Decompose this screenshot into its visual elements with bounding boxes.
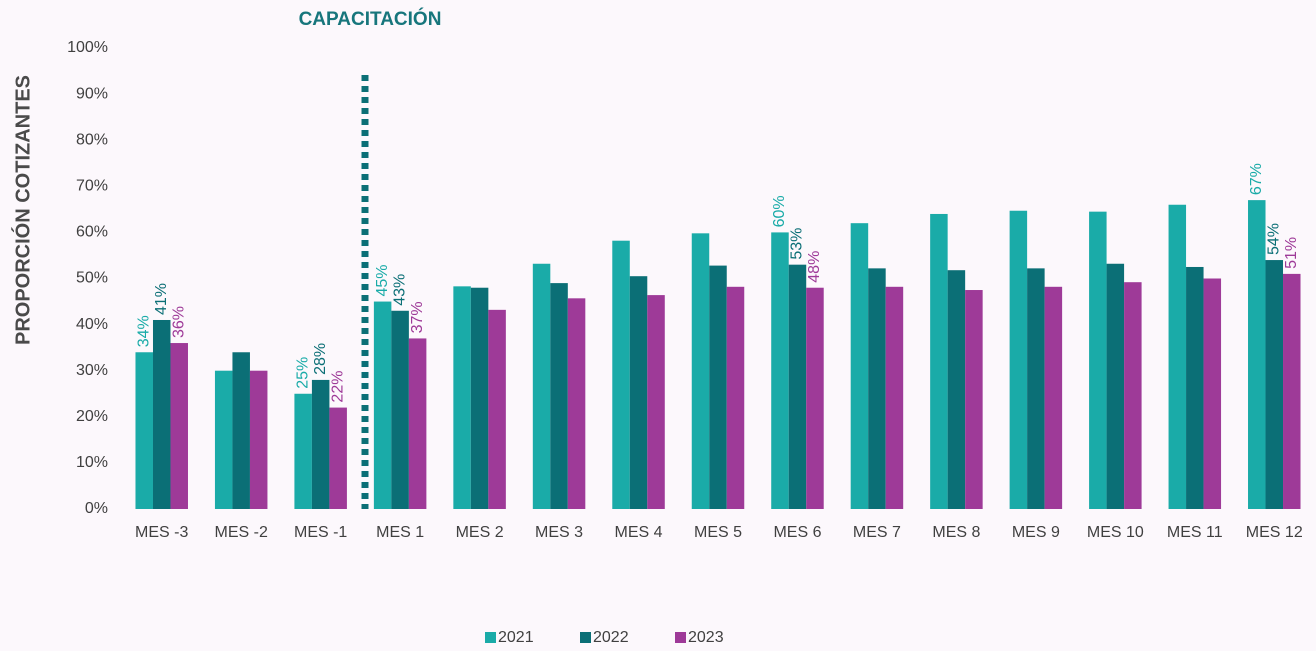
x-tick-label: MES 2 xyxy=(456,524,504,541)
bar xyxy=(1124,282,1142,509)
bar xyxy=(311,379,330,509)
bar xyxy=(214,370,233,509)
bar xyxy=(1027,268,1045,509)
y-tick-label: 100% xyxy=(67,39,108,56)
bar xyxy=(249,370,268,509)
bar xyxy=(232,352,250,509)
bar xyxy=(629,276,648,509)
x-tick-label: MES 3 xyxy=(535,524,583,541)
data-label: 51% xyxy=(1283,237,1300,269)
bar xyxy=(152,319,171,509)
bar xyxy=(1265,260,1284,509)
bar xyxy=(947,270,966,509)
bar xyxy=(408,338,427,509)
data-label: 53% xyxy=(789,228,806,260)
x-tick-label: MES 5 xyxy=(694,524,742,541)
x-tick-label: MES -2 xyxy=(215,524,268,541)
bar xyxy=(567,298,586,509)
y-tick-label: 20% xyxy=(76,408,108,425)
bar xyxy=(788,264,807,509)
legend-label: 2023 xyxy=(688,629,724,646)
bar xyxy=(488,309,506,509)
data-label: 25% xyxy=(294,357,311,389)
bar xyxy=(170,343,188,509)
bar xyxy=(1044,286,1063,509)
x-tick-label: MES 10 xyxy=(1087,524,1144,541)
x-tick-label: MES -1 xyxy=(294,524,347,541)
y-tick-label: 80% xyxy=(76,131,108,148)
y-tick-label: 60% xyxy=(76,224,108,241)
bar xyxy=(930,213,948,509)
bar xyxy=(965,290,983,509)
data-label: 54% xyxy=(1265,223,1282,255)
bar xyxy=(329,407,347,509)
legend-swatch xyxy=(485,632,496,643)
bar xyxy=(391,310,409,509)
data-label: 67% xyxy=(1248,163,1265,195)
y-tick-label: 40% xyxy=(76,316,108,333)
bar xyxy=(1248,200,1266,509)
bar xyxy=(470,287,489,509)
data-label: 22% xyxy=(329,371,346,403)
data-label: 37% xyxy=(409,301,426,333)
bar xyxy=(612,240,630,509)
bar xyxy=(135,352,153,509)
bar xyxy=(850,223,869,509)
bar xyxy=(709,265,727,509)
bar xyxy=(453,286,471,509)
legend-label: 2021 xyxy=(498,629,534,646)
y-tick-label: 10% xyxy=(76,454,108,471)
bar xyxy=(532,263,551,509)
data-label: 34% xyxy=(135,315,152,347)
x-tick-label: MES 1 xyxy=(376,524,424,541)
x-tick-label: MES 9 xyxy=(1012,524,1060,541)
bar xyxy=(373,301,392,509)
data-label: 43% xyxy=(391,274,408,306)
x-tick-label: MES -3 xyxy=(135,524,188,541)
x-tick-label: MES 4 xyxy=(615,524,663,541)
legend-swatch xyxy=(580,632,591,643)
data-label: 45% xyxy=(374,265,391,297)
x-tick-label: MES 11 xyxy=(1167,524,1223,541)
x-tick-label: MES 6 xyxy=(773,524,821,541)
bar xyxy=(1186,266,1204,509)
data-label: 60% xyxy=(771,195,788,227)
data-label: 48% xyxy=(806,251,823,283)
bar xyxy=(1089,211,1107,509)
y-tick-label: 30% xyxy=(76,362,108,379)
bar xyxy=(1009,210,1028,509)
y-tick-label: 90% xyxy=(76,85,108,102)
bar xyxy=(691,233,710,509)
bar xyxy=(1283,273,1301,509)
bar xyxy=(1168,204,1187,510)
y-tick-label: 0% xyxy=(85,500,108,517)
bar xyxy=(1106,263,1125,509)
bar xyxy=(868,268,886,509)
annotation: CAPACITACIÓN xyxy=(299,8,442,30)
legend-swatch xyxy=(675,632,686,643)
x-tick-label: MES 8 xyxy=(932,524,980,541)
bar xyxy=(647,295,665,509)
bar xyxy=(806,287,824,509)
bar xyxy=(550,283,568,509)
bar xyxy=(294,393,312,509)
bar xyxy=(885,286,904,509)
y-tick-label: 50% xyxy=(76,270,108,287)
bar xyxy=(726,286,745,509)
data-label: 36% xyxy=(170,306,187,338)
y-tick-label: 70% xyxy=(76,178,108,195)
data-label: 41% xyxy=(153,283,170,315)
x-tick-label: MES 12 xyxy=(1246,524,1303,541)
x-tick-label: MES 7 xyxy=(853,524,901,541)
bar xyxy=(1203,278,1222,509)
data-label: 28% xyxy=(312,343,329,375)
bar xyxy=(771,232,789,509)
y-axis-label: PROPORCIÓN COTIZANTES xyxy=(10,75,34,345)
legend-label: 2022 xyxy=(593,629,629,646)
